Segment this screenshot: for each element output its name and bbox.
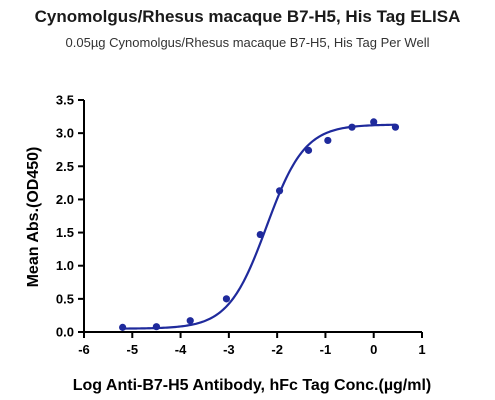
data-point: [275, 187, 284, 195]
x-tick-label: -6: [78, 342, 90, 357]
x-tick-label: -5: [127, 342, 139, 357]
data-point: [256, 230, 264, 239]
x-axis-label: Log Anti-B7-H5 Antibody, hFc Tag Conc.(µ…: [73, 377, 432, 394]
y-tick-label: 3.5: [56, 93, 74, 108]
y-tick-label: 0.5: [56, 291, 74, 306]
y-tick-label: 2.0: [56, 192, 74, 207]
data-point: [370, 118, 378, 126]
y-tick-label: 2.5: [56, 159, 74, 174]
chart-subtitle: 0.05µg Cynomolgus/Rhesus macaque B7-H5, …: [66, 35, 430, 50]
fit-curves: [122, 123, 396, 330]
x-tick-label: -2: [271, 342, 283, 357]
data-point: [348, 123, 356, 131]
chart-title: Cynomolgus/Rhesus macaque B7-H5, His Tag…: [35, 7, 461, 26]
y-tick-label: 0.0: [56, 325, 74, 340]
y-tick-label: 1.5: [56, 225, 74, 240]
x-tick-label: -3: [223, 342, 235, 357]
y-tick-label: 1.0: [56, 258, 74, 273]
x-tick-label: -4: [175, 342, 187, 357]
data-points: [119, 118, 400, 331]
y-axis-label: Mean Abs.(OD450): [25, 147, 42, 288]
y-tick-label: 3.0: [56, 126, 74, 141]
x-tick-label: -1: [320, 342, 332, 357]
data-point: [222, 295, 231, 303]
data-point: [324, 136, 332, 145]
x-tick-label: 1: [418, 342, 425, 357]
fit-curve: [122, 123, 396, 330]
data-point: [119, 323, 127, 331]
data-point: [186, 317, 194, 325]
data-point: [391, 123, 400, 131]
data-point: [304, 146, 313, 154]
data-point: [152, 323, 161, 331]
x-tick-label: 0: [370, 342, 377, 357]
axes: 0.0 0.5 1.0 1.5 2.0 2.5 3.0 3.5 -6 -5 -4 -3 -2 -1 0 1: [56, 93, 426, 358]
